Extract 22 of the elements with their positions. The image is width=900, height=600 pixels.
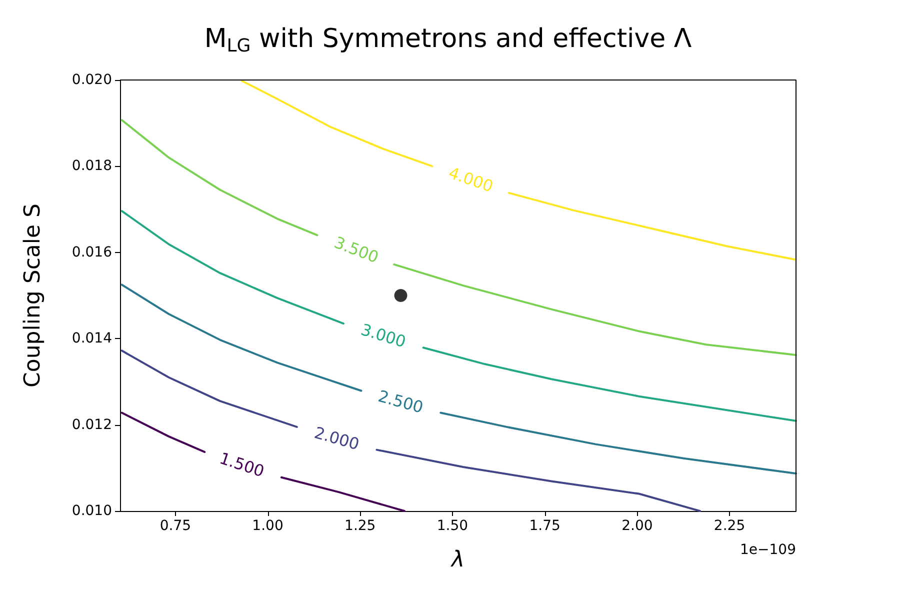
- text: 3.500: [332, 232, 382, 267]
- x-tick-label: 1.50: [436, 518, 468, 534]
- text: 3.000: [358, 320, 408, 352]
- x-tick-label: 1.25: [344, 518, 376, 534]
- x-tick-label: 2.25: [714, 518, 746, 534]
- y-tick-label: 0.018: [72, 158, 112, 174]
- y-axis-title: Coupling Scale S: [20, 203, 46, 388]
- x-tick-label: 2.00: [622, 518, 653, 534]
- x-tick-label: 1.75: [529, 518, 560, 534]
- y-tick-label: 0.014: [72, 330, 112, 347]
- text: 2.000: [312, 422, 362, 454]
- y-tick-label: 0.010: [72, 503, 112, 519]
- text: 1e−109: [740, 542, 796, 558]
- y-tick-label: 0.016: [72, 244, 112, 260]
- text: 2.500: [376, 386, 426, 418]
- x-tick-label: 0.75: [160, 518, 191, 534]
- text: 4.000: [446, 163, 496, 196]
- x-axis-title: λ: [450, 548, 465, 572]
- y-tick-label: 0.012: [72, 416, 112, 433]
- x-tick-label: 1.00: [252, 518, 284, 534]
- text: 1.500: [217, 448, 267, 481]
- y-tick-label: 0.020: [72, 72, 112, 88]
